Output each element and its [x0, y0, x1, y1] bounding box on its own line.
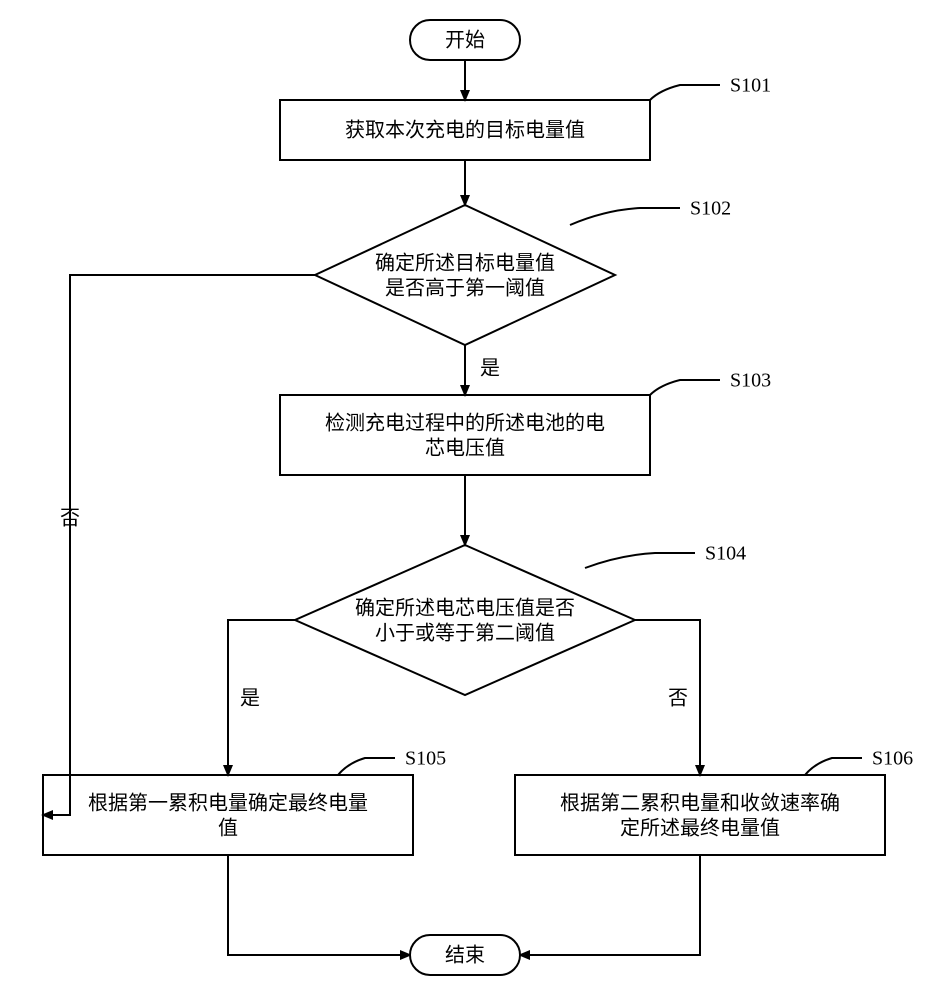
s102-text-1: 确定所述目标电量值 — [375, 252, 555, 275]
s106-text-1: 根据第二累积电量和收敛速率确 — [560, 792, 840, 815]
s104-yes-label: 是 — [240, 688, 260, 710]
node-s101: 获取本次充电的目标电量值 — [280, 100, 650, 160]
s102-text-2: 是否高于第一阈值 — [385, 277, 545, 300]
s105-text-2: 值 — [218, 817, 238, 840]
s101-text: 获取本次充电的目标电量值 — [345, 119, 585, 142]
end-label: 结束 — [445, 944, 485, 967]
s101-label: S101 — [730, 75, 771, 97]
s102-no-label: 否 — [60, 508, 80, 530]
node-start: 开始 — [410, 20, 520, 60]
s103-label: S103 — [730, 370, 771, 392]
node-s105: 根据第一累积电量确定最终电量 值 — [43, 775, 413, 855]
edge-s106-end — [520, 855, 700, 955]
s102-callout — [570, 208, 680, 225]
edge-s104-s105 — [228, 620, 295, 775]
node-s106: 根据第二累积电量和收敛速率确 定所述最终电量值 — [515, 775, 885, 855]
s104-text-2: 小于或等于第二阈值 — [375, 622, 555, 645]
edge-s102-s105 — [43, 275, 315, 815]
node-s103: 检测充电过程中的所述电池的电 芯电压值 — [280, 395, 650, 475]
s104-text-1: 确定所述电芯电压值是否 — [355, 597, 575, 620]
s101-callout — [650, 85, 720, 100]
s103-text-2: 芯电压值 — [425, 437, 505, 460]
s106-label: S106 — [872, 748, 913, 770]
s103-text-1: 检测充电过程中的所述电池的电 — [325, 412, 605, 435]
start-label: 开始 — [445, 29, 485, 52]
s105-label: S105 — [405, 748, 446, 770]
s105-callout — [338, 758, 395, 775]
node-s104: 确定所述电芯电压值是否 小于或等于第二阈值 — [295, 545, 635, 695]
s104-no-label: 否 — [668, 688, 688, 710]
node-end: 结束 — [410, 935, 520, 975]
flowchart-canvas: 开始 获取本次充电的目标电量值 S101 确定所述目标电量值 是否高于第一阈值 … — [0, 0, 930, 1000]
s102-label: S102 — [690, 198, 731, 220]
node-s102: 确定所述目标电量值 是否高于第一阈值 — [315, 205, 615, 345]
edge-s105-end — [228, 855, 410, 955]
s104-label: S104 — [705, 543, 746, 565]
s106-callout — [805, 758, 862, 775]
s105-text-1: 根据第一累积电量确定最终电量 — [88, 792, 368, 815]
s102-yes-label: 是 — [480, 358, 500, 380]
s104-callout — [585, 553, 695, 568]
s103-callout — [650, 380, 720, 395]
s106-text-2: 定所述最终电量值 — [620, 817, 780, 840]
